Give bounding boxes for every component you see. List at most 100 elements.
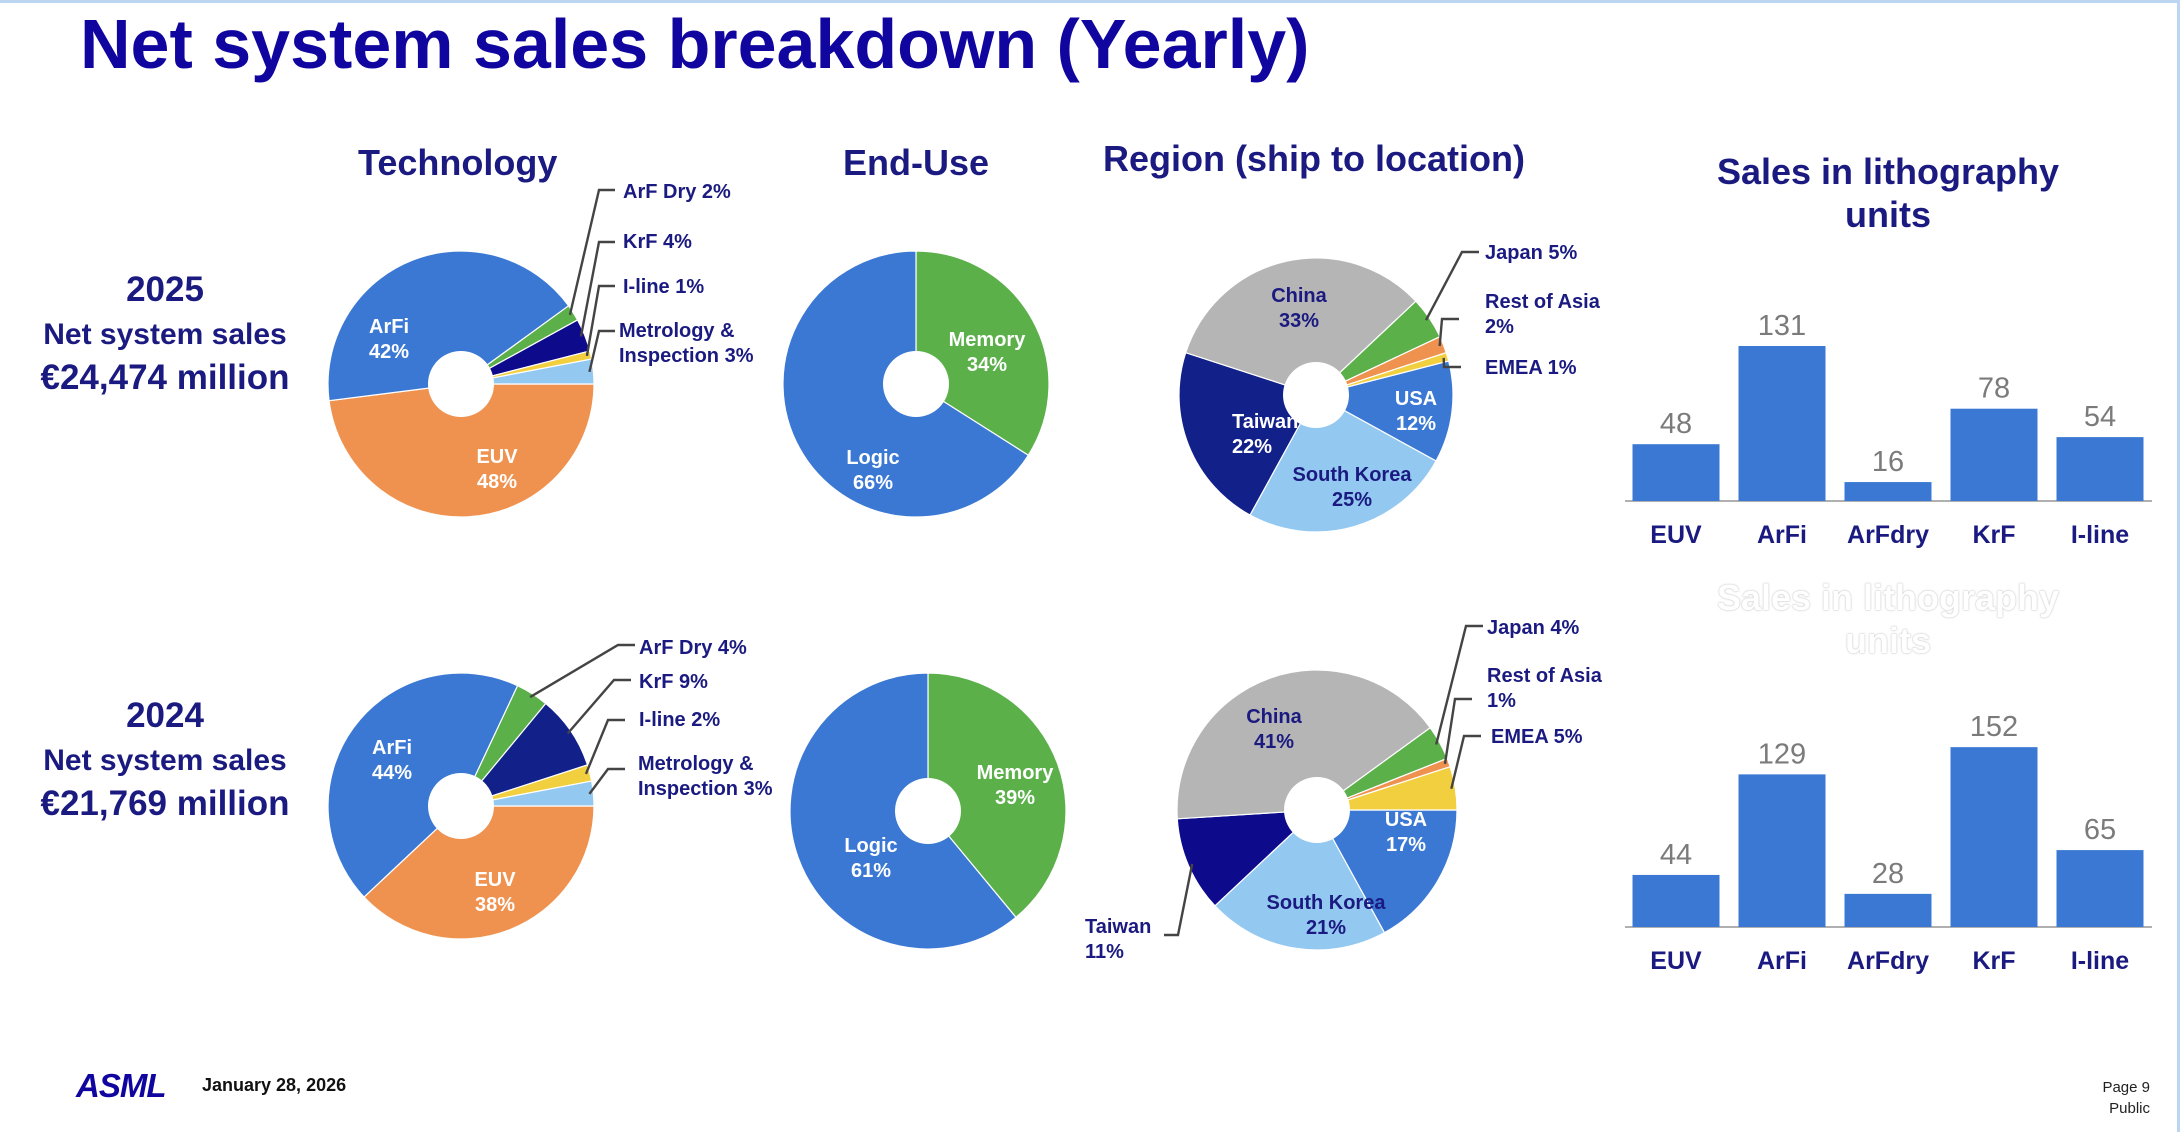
label-south-korea: South Korea 21% xyxy=(1267,892,1387,939)
bar-value-label: 129 xyxy=(1758,738,1806,770)
top-border xyxy=(0,0,2180,3)
pie-slice-memory xyxy=(915,250,1050,457)
label-japan: Japan 5% xyxy=(1485,242,1577,264)
label-arf-dry: ArF Dry 2% xyxy=(623,181,731,203)
right-border xyxy=(2177,0,2180,1132)
leader-line xyxy=(1438,317,1459,347)
leader-line xyxy=(566,678,631,735)
label-rest-of-asia: Rest of Asia 1% xyxy=(1487,665,1603,712)
row-label-2025: 2025 Net system sales €24,474 million xyxy=(20,270,310,398)
footer-classification: Public xyxy=(2109,1100,2150,1117)
bar-category-label: I-line xyxy=(2071,521,2129,549)
leader-line xyxy=(579,240,615,337)
row-amount-2024: €21,769 million xyxy=(40,784,290,823)
label-arfi: ArFi 44% xyxy=(372,737,412,784)
leader-line xyxy=(588,329,615,373)
bar-value-label: 152 xyxy=(1970,711,2018,743)
label-china: China 33% xyxy=(1271,285,1327,332)
pie-slice-usa xyxy=(1315,809,1458,934)
bar-value-label: 78 xyxy=(1978,373,2010,405)
row-sublabel-2025: Net system sales xyxy=(43,318,287,351)
bar-category-label: I-line xyxy=(2071,947,2129,975)
label-krf: KrF 4% xyxy=(623,231,692,253)
ghost-header-line2: units xyxy=(1845,620,1931,661)
row-sublabel-2024: Net system sales xyxy=(43,744,287,777)
pie-hole xyxy=(428,773,494,839)
label-arf-dry: ArF Dry 4% xyxy=(639,637,747,659)
label-euv: EUV 38% xyxy=(474,869,516,916)
pie-hole xyxy=(428,351,494,417)
header-technology: Technology xyxy=(358,142,558,183)
leader-line xyxy=(568,188,615,316)
ghost-header-litho-units: Sales in lithography units xyxy=(1670,576,2106,662)
label-emea: EMEA 5% xyxy=(1491,726,1583,748)
ghost-header-line1: Sales in lithography xyxy=(1716,577,2060,618)
bar-category-label: EUV xyxy=(1650,947,1702,975)
row-year-2024: 2024 xyxy=(126,696,204,735)
bar-category-label: EUV xyxy=(1650,521,1702,549)
page-title: Net system sales breakdown (Yearly) xyxy=(80,5,1310,83)
label-i-line: I-line 1% xyxy=(623,276,704,298)
label-memory: Memory 34% xyxy=(949,329,1027,376)
pie-hole xyxy=(1284,777,1350,843)
label-japan: Japan 4% xyxy=(1487,617,1579,639)
label-usa: USA 17% xyxy=(1385,809,1427,856)
bar-euv xyxy=(1632,444,1720,501)
bar-i-line xyxy=(2056,850,2144,927)
label-usa: USA 12% xyxy=(1395,388,1437,435)
pie-slice-arfi xyxy=(327,672,519,898)
label-taiwan: Taiwan 22% xyxy=(1232,411,1298,458)
bar-value-label: 131 xyxy=(1758,310,1806,342)
bar-value-label: 65 xyxy=(2084,814,2116,846)
label-rest-of-asia: Rest of Asia 2% xyxy=(1485,291,1601,338)
bar-category-label: KrF xyxy=(1972,947,2015,975)
pie-slice-taiwan xyxy=(1178,351,1317,516)
bar-category-label: ArFi xyxy=(1757,947,1807,975)
leader-line xyxy=(588,767,625,795)
label-arfi: ArFi 42% xyxy=(369,316,409,363)
pie-slice-south-korea xyxy=(1249,394,1437,533)
label-i-line: I-line 2% xyxy=(639,709,720,731)
bar-arfdry xyxy=(1844,482,1932,501)
pie-slice-euv xyxy=(328,383,595,518)
pie-slice-taiwan xyxy=(1176,809,1319,907)
label-krf: KrF 9% xyxy=(639,671,708,693)
bar-value-label: 48 xyxy=(1660,408,1692,440)
footer-date: January 28, 2026 xyxy=(202,1075,347,1095)
bar-krf xyxy=(1950,408,2038,501)
leader-line xyxy=(1442,357,1461,369)
label-logic: Logic 66% xyxy=(846,447,899,494)
label-south-korea: South Korea 25% xyxy=(1293,464,1413,511)
header-litho-units-line2: units xyxy=(1845,194,1931,235)
label-metrology-inspection: Metrology & Inspection 3% xyxy=(638,753,773,800)
label-china: China 41% xyxy=(1246,706,1302,753)
header-litho-units-line1: Sales in lithography xyxy=(1716,151,2060,192)
label-emea: EMEA 1% xyxy=(1485,357,1577,379)
pie-slice-metrology-inspection xyxy=(460,780,595,807)
bar-i-line xyxy=(2056,437,2144,501)
pie-slice-china xyxy=(1176,669,1432,820)
pie-hole xyxy=(895,778,961,844)
header-litho-units: Sales in lithography units xyxy=(1670,150,2106,236)
pie-hole xyxy=(1283,362,1349,428)
leader-line xyxy=(1435,624,1483,745)
bar-category-label: ArFdry xyxy=(1847,521,1929,549)
bar-value-label: 28 xyxy=(1872,858,1904,890)
pie-slice-memory xyxy=(927,672,1067,919)
leader-line xyxy=(1424,250,1479,321)
bar-arfi xyxy=(1738,346,1826,501)
pie-slice-usa xyxy=(1314,360,1454,462)
label-taiwan: Taiwan 11% xyxy=(1085,916,1151,963)
row-label-2024: 2024 Net system sales €21,769 million xyxy=(20,696,310,824)
label-metrology-inspection: Metrology & Inspection 3% xyxy=(619,320,754,367)
leader-line xyxy=(585,284,615,357)
bar-category-label: ArFi xyxy=(1757,521,1807,549)
row-amount-2025: €24,474 million xyxy=(40,358,290,397)
bar-value-label: 44 xyxy=(1660,839,1692,871)
pie-slice-emea xyxy=(1315,351,1450,396)
bar-arfdry xyxy=(1844,893,1932,927)
row-year-2025: 2025 xyxy=(126,270,204,309)
leader-line xyxy=(1450,734,1481,790)
leader-line xyxy=(1443,697,1472,765)
